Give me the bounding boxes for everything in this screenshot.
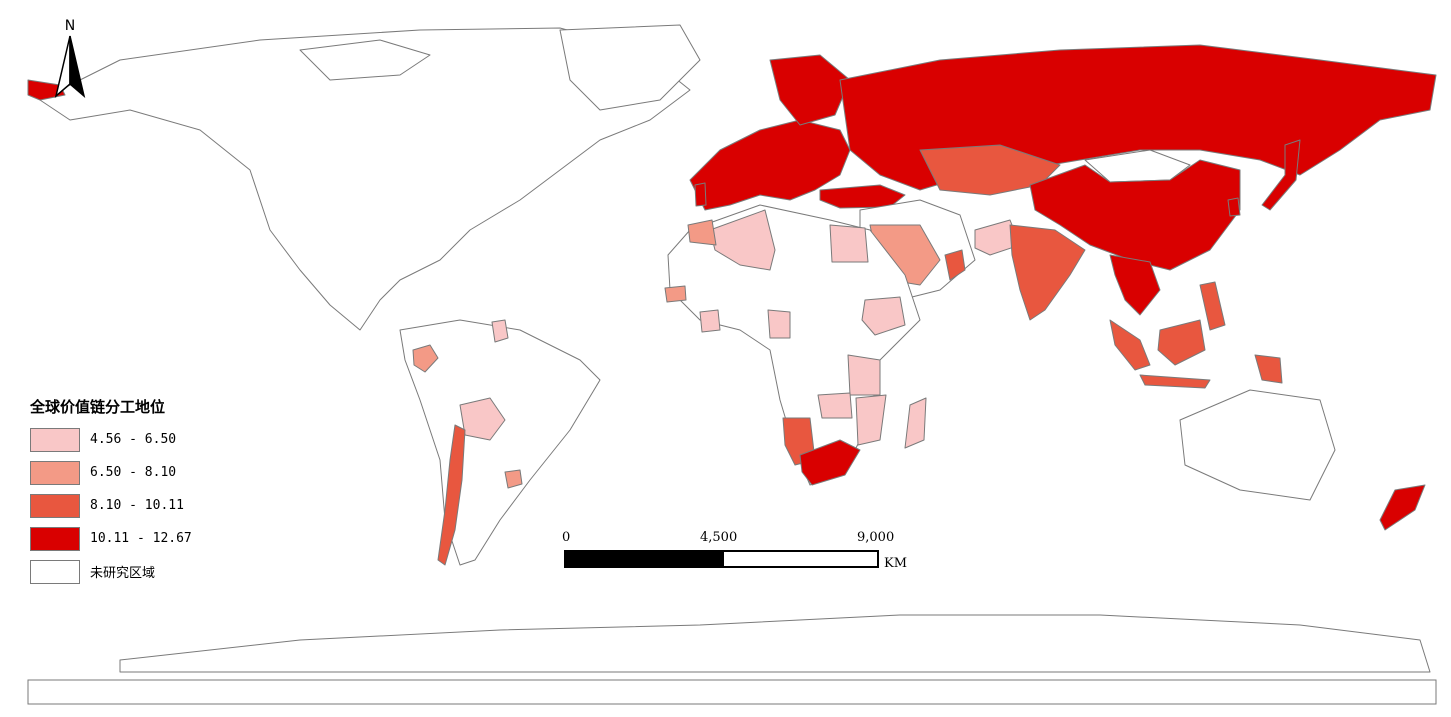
legend-swatch xyxy=(30,427,80,452)
scale-bar-white-segment xyxy=(722,550,879,568)
country-madagascar xyxy=(904,397,927,449)
country-morocco xyxy=(687,219,717,246)
land-new-guinea xyxy=(1254,354,1283,384)
country-china xyxy=(1029,159,1241,271)
land-australia xyxy=(1179,389,1336,501)
country-algeria xyxy=(709,209,776,271)
map-bottom-frame xyxy=(27,679,1437,705)
north-arrow-icon xyxy=(54,35,86,99)
country-pakistan xyxy=(974,219,1021,256)
legend-swatch xyxy=(30,526,80,551)
country-south-africa xyxy=(799,439,861,486)
country-uruguay xyxy=(504,469,523,489)
land-antarctica xyxy=(119,614,1431,673)
legend-label: 未研究区域 xyxy=(90,566,156,581)
country-zambia xyxy=(817,392,853,419)
land-southeast-asia xyxy=(1109,254,1161,316)
country-ethiopia xyxy=(861,296,906,336)
legend-label: 6.50 - 8.10 xyxy=(90,465,177,480)
land-scandinavia xyxy=(769,54,851,126)
country-korea xyxy=(1227,197,1241,217)
country-india xyxy=(1009,224,1086,321)
country-new-zealand xyxy=(1379,484,1426,531)
legend-item: 6.50 - 8.10 xyxy=(30,456,192,489)
country-oman xyxy=(944,249,966,281)
country-tanzania xyxy=(847,354,881,396)
land-philippines xyxy=(1199,281,1226,331)
scale-tick-label: 9,000 xyxy=(857,530,895,545)
country-chile xyxy=(437,424,466,566)
country-ghana xyxy=(699,309,721,333)
legend-item: 10.11 - 12.67 xyxy=(30,522,192,555)
country-guyana xyxy=(491,319,509,343)
land-indonesia-west xyxy=(1109,319,1151,371)
legend-label: 4.56 - 6.50 xyxy=(90,432,177,447)
legend-item: 4.56 - 6.50 xyxy=(30,423,192,456)
country-japan xyxy=(1261,139,1301,211)
country-senegal xyxy=(664,285,687,303)
country-colombia-ecuador xyxy=(412,344,439,373)
legend-swatch xyxy=(30,460,80,485)
land-europe xyxy=(689,119,851,211)
legend-swatch xyxy=(30,559,80,584)
legend-swatch xyxy=(30,493,80,518)
legend-item: 未研究区域 xyxy=(30,555,192,588)
country-mozambique xyxy=(855,394,887,446)
map-legend: 全球价值链分工地位 4.56 - 6.50 6.50 - 8.10 8.10 -… xyxy=(30,396,192,588)
land-greenland xyxy=(559,24,701,111)
land-java xyxy=(1139,374,1211,389)
scale-tick-label: 4,500 xyxy=(700,530,738,545)
north-arrow: N xyxy=(52,18,88,102)
country-cameroon xyxy=(767,309,791,339)
scale-unit: KM xyxy=(884,556,908,571)
scale-bar-black-segment xyxy=(564,550,724,568)
land-borneo xyxy=(1157,319,1206,366)
country-portugal xyxy=(694,182,707,207)
land-arctic-islands xyxy=(299,39,431,81)
land-north-america xyxy=(39,27,691,331)
country-egypt xyxy=(829,224,869,263)
scale-tick-label: 0 xyxy=(562,530,571,545)
country-mongolia xyxy=(1084,149,1191,183)
legend-label: 10.11 - 12.67 xyxy=(90,531,192,546)
legend-label: 8.10 - 10.11 xyxy=(90,498,184,513)
north-arrow-label: N xyxy=(64,18,76,34)
legend-item: 8.10 - 10.11 xyxy=(30,489,192,522)
legend-title: 全球价值链分工地位 xyxy=(30,398,166,416)
